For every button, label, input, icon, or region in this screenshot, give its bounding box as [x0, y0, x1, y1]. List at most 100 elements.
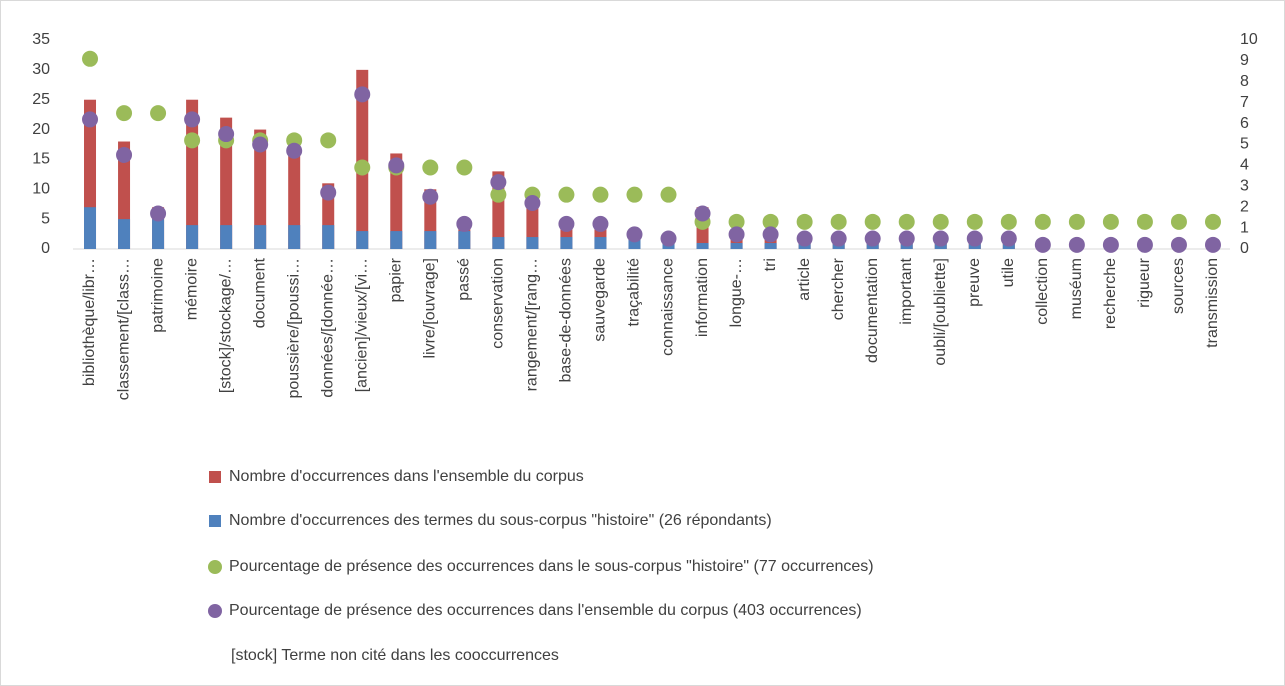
y-tick-label: 5 — [41, 210, 50, 227]
x-tick-label: connaissance — [660, 258, 677, 356]
x-tick-label: article — [796, 258, 813, 301]
x-tick-label: rangement/[rang… — [524, 258, 541, 391]
legend-item: Nombre d'occurrences dans l'ensemble du … — [209, 468, 584, 485]
point — [252, 136, 269, 153]
point — [218, 126, 235, 143]
x-tick-label: classement/[class… — [115, 258, 132, 400]
point — [1136, 236, 1153, 253]
point — [796, 230, 813, 247]
point — [1068, 213, 1085, 230]
x-tick-label: papier — [387, 257, 404, 302]
bar — [288, 225, 301, 249]
y2-tick-label: 3 — [1240, 178, 1249, 195]
bar — [220, 225, 233, 249]
y2-tick-label: 10 — [1240, 31, 1258, 48]
point — [1102, 213, 1119, 230]
bar — [560, 237, 573, 249]
point — [1034, 236, 1051, 253]
point — [320, 184, 337, 201]
bar — [186, 225, 199, 249]
y2-tick-label: 2 — [1240, 198, 1249, 215]
point — [116, 146, 133, 163]
x-tick-label: oubli/[oubliette] — [932, 258, 949, 366]
point — [762, 226, 779, 243]
point — [1000, 230, 1017, 247]
point — [354, 86, 371, 103]
x-tick-label: documentation — [864, 258, 881, 363]
point — [456, 215, 473, 232]
x-tick-label: bibliothèque/libr… — [81, 258, 98, 386]
bar — [492, 237, 505, 249]
legend-swatch — [209, 471, 221, 483]
x-tick-label: rigueur — [1136, 257, 1153, 307]
point — [1204, 236, 1221, 253]
point — [592, 186, 609, 203]
y2-tick-label: 1 — [1240, 219, 1249, 236]
point — [116, 105, 133, 122]
x-tick-label: chercher — [830, 257, 847, 320]
x-tick-label: recherche — [1102, 258, 1119, 329]
bar — [118, 219, 131, 249]
x-tick-label: passé — [456, 258, 473, 301]
x-tick-label: collection — [1034, 258, 1051, 325]
point — [82, 50, 99, 67]
x-tick-label: base-de-données — [558, 258, 575, 383]
point — [864, 213, 881, 230]
x-tick-label: important — [898, 257, 915, 324]
point — [1136, 213, 1153, 230]
bar — [254, 129, 267, 249]
point — [626, 226, 643, 243]
point — [592, 215, 609, 232]
x-tick-label: conservation — [490, 258, 507, 349]
legend-item: Pourcentage de présence des occurrences … — [208, 558, 874, 575]
annotation: [stock] Terme non cité dans les cooccurr… — [231, 647, 559, 664]
x-tick-label: livre/[ouvrage] — [422, 258, 439, 359]
x-tick-label: sauvegarde — [592, 258, 609, 342]
legend-label: Pourcentage de présence des occurrences … — [229, 558, 874, 575]
y2-tick-label: 9 — [1240, 52, 1249, 69]
bar — [730, 243, 743, 249]
bar — [696, 243, 709, 249]
y-tick-label: 0 — [41, 240, 50, 257]
point — [490, 186, 507, 203]
point — [1000, 213, 1017, 230]
point — [422, 188, 439, 205]
x-tick-label: poussière/[poussi… — [285, 258, 302, 399]
y-tick-label: 20 — [32, 121, 50, 138]
bar — [424, 231, 437, 249]
x-tick-label: document — [251, 257, 268, 328]
point — [184, 132, 201, 149]
point — [694, 205, 711, 222]
point — [524, 195, 541, 212]
y-tick-label: 35 — [32, 31, 50, 48]
point — [1034, 213, 1051, 230]
point — [626, 186, 643, 203]
bar — [390, 153, 403, 249]
bar — [152, 219, 165, 249]
x-tick-label: information — [694, 258, 711, 337]
x-tick-label: preuve — [966, 258, 983, 307]
y2-tick-label: 8 — [1240, 73, 1249, 90]
y2-tick-label: 5 — [1240, 136, 1249, 153]
point — [1068, 236, 1085, 253]
point — [1170, 236, 1187, 253]
x-tick-label: mémoire — [183, 258, 200, 320]
legend-swatch — [208, 560, 222, 574]
point — [864, 230, 881, 247]
x-tick-label: muséum — [1068, 258, 1085, 319]
x-tick-label: utile — [1000, 258, 1017, 287]
point — [966, 213, 983, 230]
point — [490, 174, 507, 191]
legend-label: Nombre d'occurrences des termes du sous-… — [229, 512, 772, 529]
legend-label: Nombre d'occurrences dans l'ensemble du … — [229, 468, 584, 485]
bar — [526, 237, 539, 249]
bar — [356, 69, 369, 249]
legend-item: Nombre d'occurrences des termes du sous-… — [209, 512, 772, 529]
point — [966, 230, 983, 247]
bar — [220, 117, 233, 249]
legend-item: Pourcentage de présence des occurrences … — [208, 602, 862, 619]
point — [150, 105, 167, 122]
bar — [764, 243, 777, 249]
x-tick-label: traçabilité — [626, 258, 643, 327]
